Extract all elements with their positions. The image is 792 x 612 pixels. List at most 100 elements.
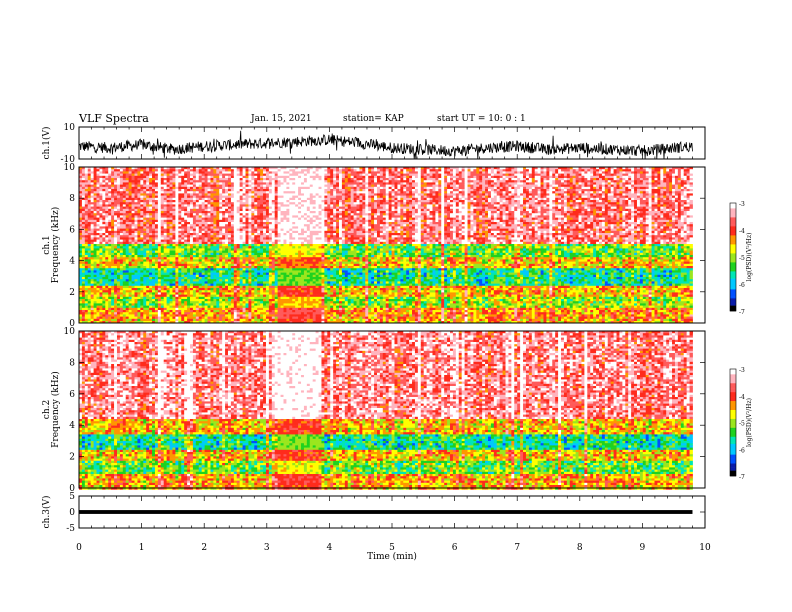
ch1-spec-cell	[131, 272, 135, 276]
ch1-spec-cell	[96, 248, 100, 251]
ch1-spec-cell	[169, 191, 173, 194]
ch1-spec-cell	[111, 294, 115, 298]
ch1-spec-cell	[172, 296, 176, 300]
ch1-spec-cell	[143, 239, 147, 243]
ch1-spec-cell	[169, 277, 173, 280]
ch1-spec-cell	[201, 195, 206, 199]
ch1-spec-cell	[140, 272, 144, 276]
ch1-spec-cell	[125, 226, 130, 229]
ch1-spec-cell	[271, 226, 276, 229]
ch1-spec-cell	[236, 204, 241, 207]
ch1-spec-cell	[257, 189, 261, 192]
ch1-spec-cell	[160, 283, 165, 287]
ch1-spec-cell	[245, 279, 249, 282]
ch1-spec-cell	[105, 184, 109, 188]
ch1-spec-cell	[163, 290, 168, 293]
ch1-spec-cell	[198, 167, 203, 170]
ch1-spec-cell	[242, 206, 246, 210]
ch1-spec-cell	[134, 246, 138, 249]
ch1-spec-cell	[146, 314, 150, 317]
ch1-spec-cell	[125, 237, 130, 240]
ch1-spec-cell	[175, 277, 179, 280]
ch1-spec-cell	[216, 241, 220, 245]
ch1-spec-cell	[201, 169, 206, 172]
ch1-spec-cell	[260, 250, 264, 254]
ch1-spec-cell	[140, 288, 144, 291]
ch1-spec-cell	[222, 235, 226, 238]
ch1-spec-cell	[131, 211, 135, 214]
ch1-spec-cell	[219, 204, 223, 207]
ch1-spec-cell	[96, 175, 100, 179]
ch1-spec-cell	[146, 178, 150, 181]
ch1-spec-cell	[251, 217, 255, 221]
ch1-spec-cell	[210, 292, 214, 295]
ch1-spec-cell	[105, 246, 109, 249]
ch1-spec-cell	[116, 191, 121, 194]
ch1-spec-cell	[96, 314, 100, 317]
ch1-spec-cell	[204, 202, 208, 205]
ch1-spec-cell	[157, 173, 162, 177]
ch1-spec-cell	[254, 237, 258, 240]
ch1-spec-cell	[201, 200, 206, 203]
ch1-spec-cell	[198, 261, 203, 265]
ch1-spec-cell	[84, 178, 89, 181]
ch1-spec-cell	[116, 301, 121, 304]
ch1-spec-cell	[93, 261, 97, 265]
ch1-spec-cell	[79, 204, 83, 207]
ch1-spec-cell	[257, 263, 261, 267]
ch1-spec-cell	[216, 299, 220, 302]
ch1-spec-cell	[125, 285, 130, 289]
ch1-spec-cell	[84, 266, 89, 269]
ch1-spec-cell	[175, 261, 179, 265]
ch1-spec-cell	[190, 217, 194, 221]
ch1-spec-cell	[187, 272, 191, 276]
ch1-spec-cell	[116, 307, 121, 311]
ch1-spec-cell	[248, 178, 252, 181]
ch1-spec-cell	[257, 178, 261, 181]
ch1-spec-cell	[84, 285, 89, 289]
ch1-spec-cell	[257, 296, 261, 300]
ch1-spec-cell	[125, 244, 130, 247]
ch1-spec-cell	[81, 206, 86, 210]
ch1-spec-cell	[125, 193, 130, 196]
ch1-spec-cell	[146, 263, 150, 267]
ch1-spec-cell	[99, 283, 103, 287]
ch1-spec-cell	[140, 175, 144, 179]
ch1-spec-cell	[134, 318, 138, 322]
ch1-spec-cell	[263, 270, 267, 273]
ch1-spec-cell	[143, 294, 147, 298]
ch1-spec-cell	[143, 279, 147, 282]
ch1-spec-cell	[257, 182, 261, 185]
ch1-spec-cell	[81, 318, 86, 322]
ch1-spec-cell	[154, 219, 159, 223]
ch1-spec-cell	[157, 257, 162, 260]
ch1-spec-cell	[137, 189, 141, 192]
ch1-spec-cell	[248, 237, 252, 240]
ch1-spec-cell	[242, 321, 246, 324]
ch1-spec-cell	[239, 318, 243, 322]
ch1-spec-cell	[157, 285, 162, 289]
ch1-spec-cell	[236, 246, 241, 249]
ch1-spec-cell	[210, 186, 214, 190]
ch1-spec-cell	[143, 296, 147, 300]
ch1-spec-cell	[190, 171, 194, 174]
ch1-spec-cell	[263, 252, 267, 256]
ch1-spec-cell	[210, 274, 214, 278]
ch1-spec-cell	[251, 259, 255, 262]
ch1-spec-cell	[225, 169, 229, 172]
ch1-spec-cell	[236, 268, 241, 271]
ch1-spec-cell	[128, 244, 132, 247]
ch1-spec-cell	[152, 281, 156, 284]
ch1-spec-cell	[239, 180, 243, 183]
ch1-spec-cell	[96, 288, 100, 291]
ch1-spec-cell	[125, 228, 130, 232]
ch1-spec-cell	[248, 204, 252, 207]
ch1-spec-cell	[192, 230, 197, 234]
ch1-spec-cell	[149, 244, 153, 247]
ch1-spec-cell	[260, 195, 264, 199]
ch1-spec-cell	[149, 191, 153, 194]
ch1-spec-cell	[222, 305, 226, 309]
ch1-spec-cell	[195, 255, 200, 258]
ch1-spec-cell	[90, 292, 95, 295]
ch1-spec-cell	[181, 316, 185, 320]
